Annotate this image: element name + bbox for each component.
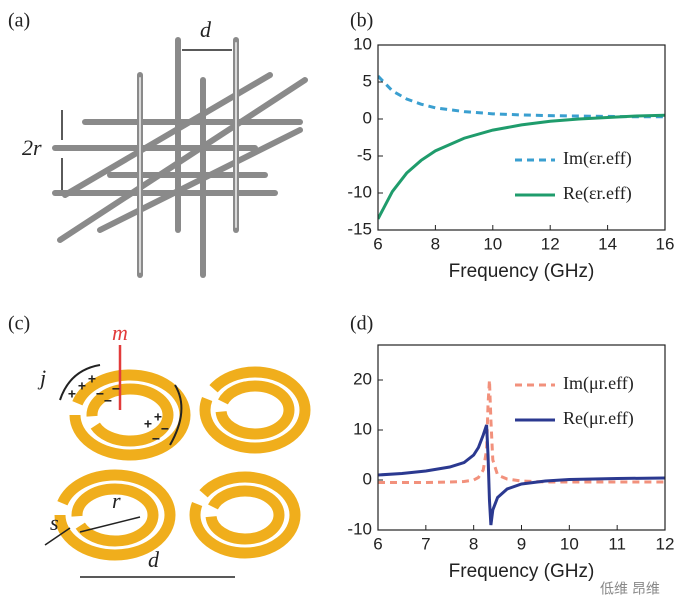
x-tick-label: 6: [373, 534, 382, 553]
watermark: 低维 昂维: [600, 581, 660, 597]
plot-frame: [377, 44, 666, 231]
charge: −: [96, 386, 104, 402]
legend-label: Im(εr.eff): [563, 148, 632, 169]
y-tick-label: 20: [353, 369, 372, 388]
r-label: r: [112, 488, 121, 513]
r-label: 2r: [22, 135, 42, 160]
y-tick-label: -15: [347, 219, 372, 238]
charge: +: [154, 409, 162, 425]
y-tick-label: 0: [363, 108, 372, 127]
charge: +: [78, 378, 86, 394]
legend-label: Re(μr.eff): [563, 408, 634, 429]
x-tick-label: 14: [598, 234, 617, 253]
panel-label: (b): [350, 10, 373, 32]
x-tick-label: 8: [469, 534, 478, 553]
y-tick-label: -10: [347, 182, 372, 201]
y-tick-label: 5: [363, 71, 372, 90]
d-label: d: [200, 17, 212, 42]
charge: −: [161, 421, 169, 437]
x-axis-label: Frequency (GHz): [449, 561, 595, 582]
x-tick-label: 12: [541, 234, 560, 253]
charges: + + +− −−+ +−−: [68, 371, 169, 447]
series-line: [378, 75, 665, 119]
x-tick-label: 16: [656, 234, 675, 253]
charge: −: [152, 431, 160, 447]
legend-label: Re(εr.eff): [563, 183, 632, 204]
x-tick-label: 10: [560, 534, 579, 553]
y-tick-label: 0: [363, 469, 372, 488]
x-tick-label: 11: [608, 534, 626, 553]
x-tick-label: 7: [421, 534, 430, 553]
s-label: s: [50, 510, 59, 535]
y-tick-label: -5: [357, 145, 372, 164]
y-tick-label: 10: [353, 34, 372, 53]
series-line: [378, 424, 665, 526]
charge: −: [104, 393, 112, 409]
panel-label: (c): [8, 313, 30, 335]
charge: +: [68, 386, 76, 402]
charge: +: [88, 371, 96, 387]
x-tick-label: 8: [431, 234, 440, 253]
x-tick-label: 9: [517, 534, 526, 553]
y-tick-label: -10: [347, 519, 372, 538]
charge: +: [144, 416, 152, 432]
charts: (b) 6 8 10 12 14 16 -15 -10 -5 0 5 10 Frequency (GHz)…: [347, 10, 674, 582]
wire-grid: [52, 37, 308, 278]
series-line: [378, 113, 665, 220]
split-rings: [44, 345, 311, 578]
j-label: j: [37, 365, 46, 390]
charge: −: [112, 381, 120, 397]
x-axis-label: Frequency (GHz): [449, 261, 595, 282]
panel-label: (a): [8, 10, 30, 32]
panel-label: (d): [350, 313, 373, 335]
legend-label: Im(μr.eff): [563, 373, 634, 394]
x-tick-label: 6: [373, 234, 382, 253]
x-tick-label: 10: [483, 234, 502, 253]
x-tick-label: 12: [656, 534, 675, 553]
y-tick-label: 10: [353, 419, 372, 438]
m-label: m: [112, 320, 128, 345]
series-line: [378, 379, 665, 484]
d-label: d: [148, 547, 160, 572]
